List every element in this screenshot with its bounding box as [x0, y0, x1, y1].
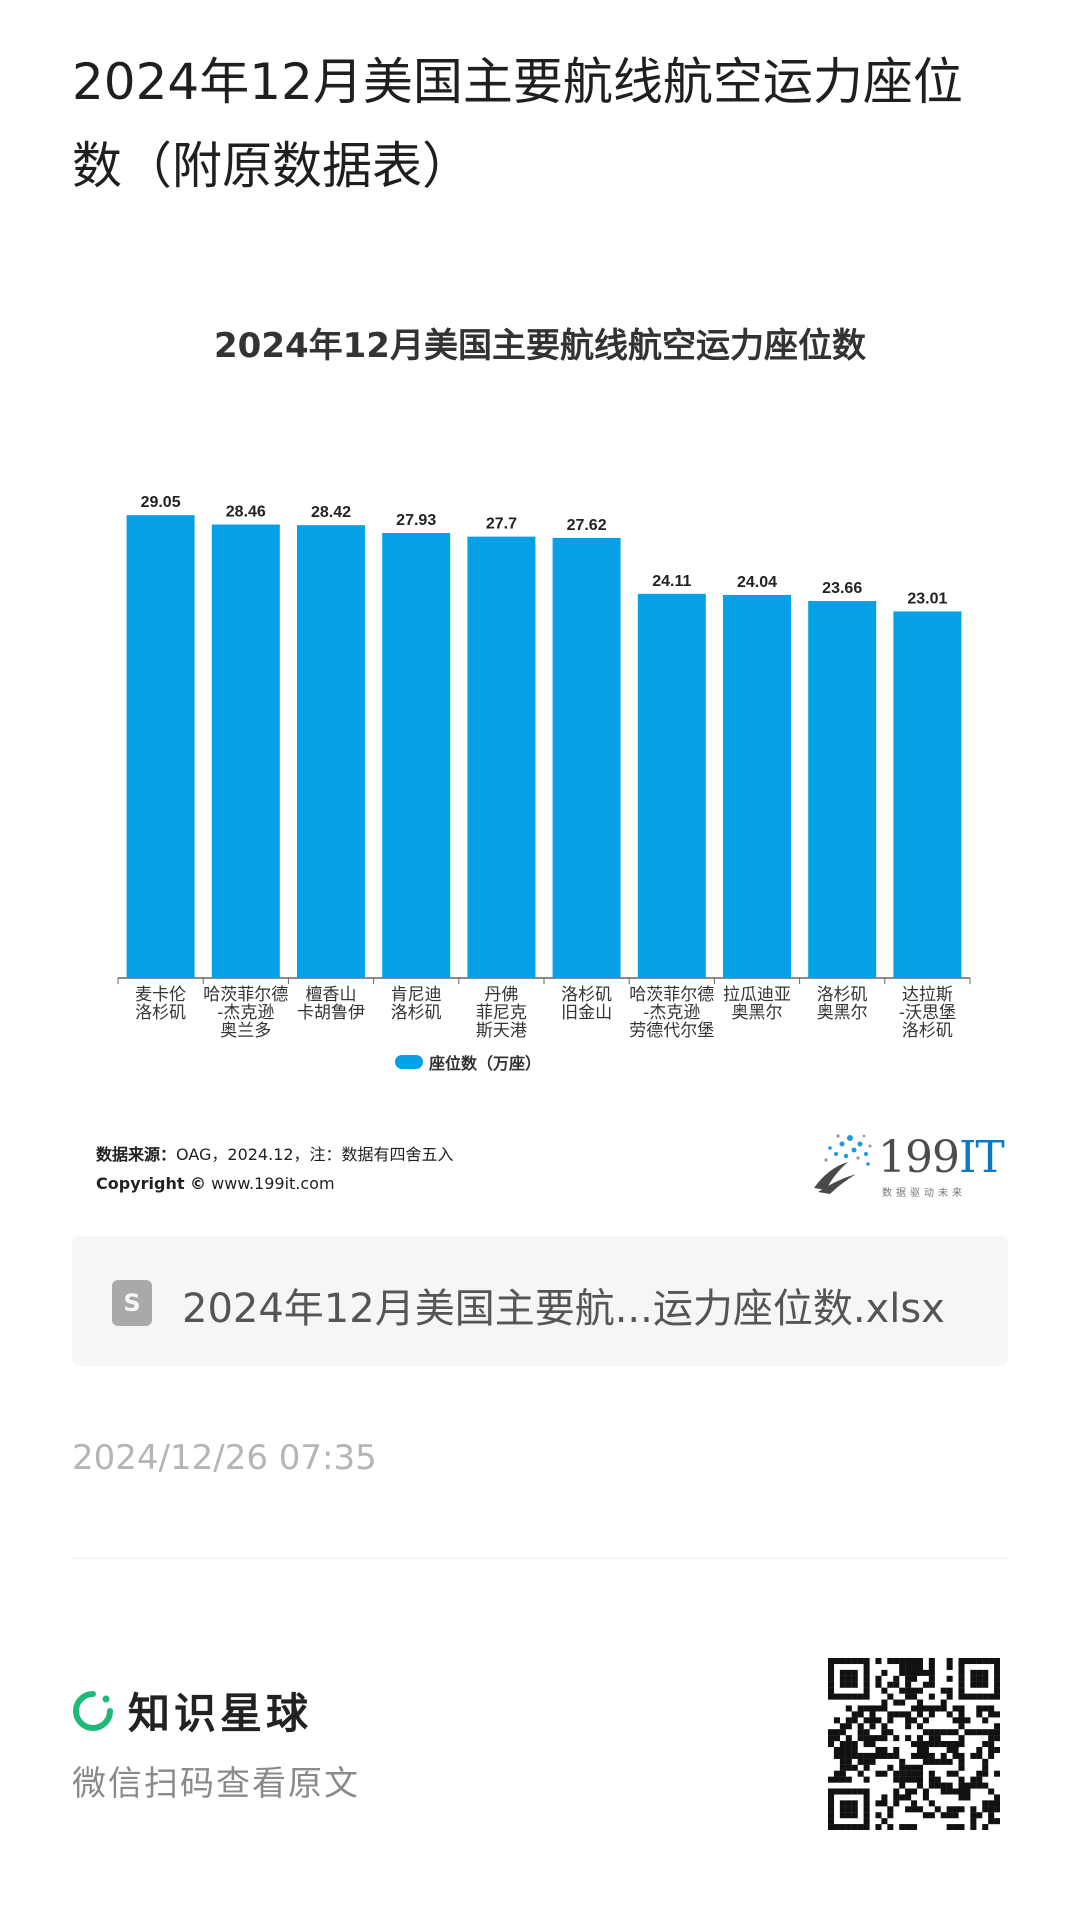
bar: [893, 611, 962, 978]
x-axis-tick-label: 丹佛菲尼克斯天港: [476, 985, 527, 1041]
spreadsheet-file-icon: S: [112, 1280, 152, 1326]
copyright-text: www.199it.com: [211, 1174, 335, 1193]
logo-tagline: 数据驱动未来: [882, 1188, 966, 1199]
bar: [297, 525, 365, 978]
chart-legend: 座位数（万座）: [0, 1050, 936, 1074]
bar: [211, 524, 280, 978]
bar-data-label: 27.7: [486, 516, 517, 533]
qr-code: [828, 1658, 1000, 1830]
bar: [552, 537, 621, 978]
bar-data-label: 27.62: [567, 517, 607, 534]
post-date: 2024/12/26 07:35: [72, 1438, 377, 1478]
x-axis-tick-label: 麦卡伦洛杉矶: [135, 985, 186, 1023]
x-axis-tick-label: 檀香山卡胡鲁伊: [297, 985, 365, 1023]
bar: [723, 594, 791, 978]
logo-wordmark: 199IT: [878, 1132, 1005, 1183]
scan-prompt: 微信扫码查看原文: [72, 1764, 360, 1804]
chart-title: 2024年12月美国主要航线航空运力座位数: [214, 326, 866, 366]
dandelion-icon: [814, 1134, 872, 1194]
x-axis-tick-label: 哈茨菲尔德-杰克逊奥兰多: [203, 985, 288, 1041]
bar-data-label: 29.05: [141, 494, 181, 511]
bar: [382, 532, 451, 978]
attachment-file[interactable]: S 2024年12月美国主要航...运力座位数.xlsx: [72, 1236, 1008, 1366]
bar-data-label: 24.04: [737, 574, 777, 591]
post-title: 2024年12月美国主要航线航空运力座位数（附原数据表）: [72, 53, 963, 195]
bar-data-label: 27.93: [396, 512, 436, 529]
divider: [72, 1558, 1008, 1559]
bar-data-label: 28.42: [311, 504, 351, 521]
x-axis-tick-label: 拉瓜迪亚奥黑尔: [723, 985, 791, 1023]
attachment-file-name: 2024年12月美国主要航...运力座位数.xlsx: [182, 1286, 945, 1332]
bar-data-label: 23.01: [907, 590, 947, 607]
legend-swatch: [394, 1055, 423, 1069]
bar: [467, 536, 536, 978]
zsxq-logo-icon: [73, 1690, 113, 1731]
source-label: 数据来源：: [96, 1145, 177, 1164]
chart-source: 数据来源：OAG，2024.12，注：数据有四舍五入 Copyright © w…: [96, 1140, 454, 1198]
bar-chart: 29.05 麦卡伦洛杉矶 28.46 哈茨菲尔德-杰克逊奥兰多 28.42 檀香山卡胡鲁伊…: [117, 494, 971, 1041]
bar-data-label: 23.66: [822, 580, 862, 597]
x-axis-tick-label: 洛杉矶奥黑尔: [817, 985, 868, 1023]
zsxq-brand: 知识星球: [72, 1680, 312, 1741]
bar-data-label: 28.46: [226, 504, 266, 521]
legend-label: 座位数（万座）: [428, 1054, 541, 1073]
x-axis-tick-label: 洛杉矶旧金山: [561, 985, 612, 1023]
brand-name: 知识星球: [128, 1689, 313, 1738]
x-axis-tick-label: 达拉斯-沃思堡洛杉矶: [899, 985, 956, 1041]
bar: [126, 515, 195, 978]
199it-logo: 199IT 数据驱动未来: [808, 1128, 1005, 1199]
bar: [637, 593, 706, 978]
x-axis-tick-label: 哈茨菲尔德-杰克逊劳德代尔堡: [629, 985, 714, 1041]
x-axis-tick-label: 肯尼迪洛杉矶: [391, 985, 442, 1023]
bar-data-label: 24.11: [652, 573, 691, 590]
chart-image: 29.05 麦卡伦洛杉矶 28.46 哈茨菲尔德-杰克逊奥兰多 28.42 檀香山卡胡鲁伊…: [72, 290, 1008, 1210]
bar: [808, 601, 877, 978]
source-text: OAG，2024.12，注：数据有四舍五入: [176, 1145, 454, 1164]
copyright-label: Copyright ©: [96, 1174, 207, 1193]
